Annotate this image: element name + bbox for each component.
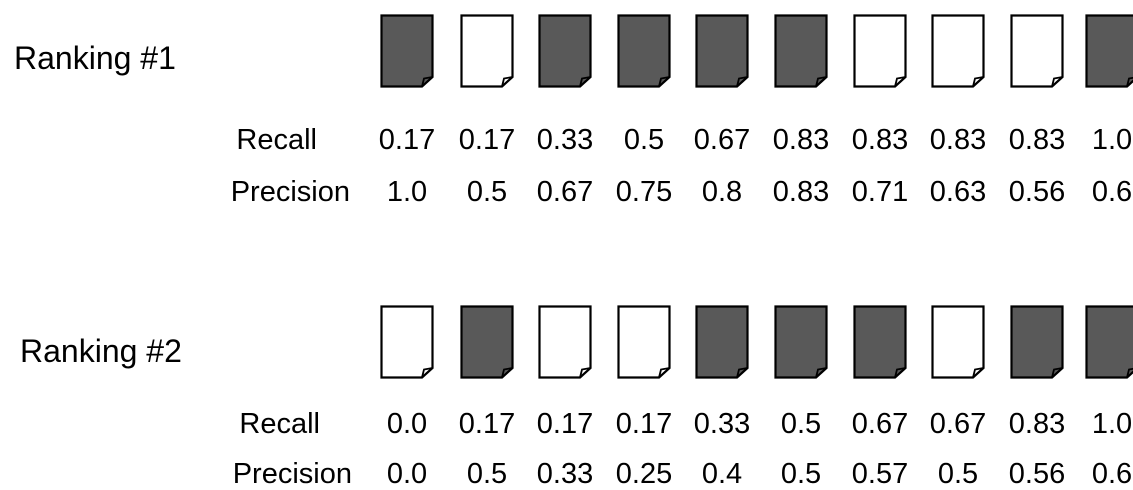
precision-value: 0.57 <box>851 458 909 490</box>
recall-value: 0.17 <box>615 408 673 440</box>
nonrelevant-document-icon <box>853 14 907 88</box>
nonrelevant-document-icon <box>1010 14 1064 88</box>
relevant-document-icon <box>695 305 749 379</box>
recall-value: 0.83 <box>772 124 830 156</box>
nonrelevant-document-icon <box>460 14 514 88</box>
precision-value: 0.33 <box>536 458 594 490</box>
recall-value: 0.83 <box>929 124 987 156</box>
precision-value: 0.63 <box>929 176 987 208</box>
recall-value: 0.5 <box>780 408 822 440</box>
nonrelevant-document-icon <box>380 305 434 379</box>
precision-value: 0.8 <box>701 176 743 208</box>
precision-value: 0.83 <box>772 176 830 208</box>
relevant-document-icon <box>1085 14 1133 88</box>
relevant-document-icon <box>774 305 828 379</box>
precision-value: 0.75 <box>615 176 673 208</box>
recall-value: 0.17 <box>458 408 516 440</box>
nonrelevant-document-icon <box>931 14 985 88</box>
ranking-1-title: Ranking #1 <box>14 40 176 76</box>
recall-value: 1.0 <box>1091 124 1133 156</box>
recall-value: 0.0 <box>386 408 428 440</box>
precision-value: 0.5 <box>937 458 979 490</box>
recall-value: 0.17 <box>536 408 594 440</box>
recall-value: 0.67 <box>929 408 987 440</box>
relevant-document-icon <box>774 14 828 88</box>
precision-value: 0.6 <box>1091 176 1133 208</box>
recall-row-label: Recall <box>236 124 317 156</box>
recall-value: 0.33 <box>693 408 751 440</box>
relevant-document-icon <box>695 14 749 88</box>
recall-value: 0.17 <box>378 124 436 156</box>
relevant-document-icon <box>617 14 671 88</box>
recall-value: 0.67 <box>851 408 909 440</box>
relevant-document-icon <box>1085 305 1133 379</box>
precision-row-label: Precision <box>230 176 350 208</box>
relevant-document-icon <box>538 14 592 88</box>
relevant-document-icon <box>853 305 907 379</box>
precision-value: 0.56 <box>1008 458 1066 490</box>
relevant-document-icon <box>1010 305 1064 379</box>
precision-value: 1.0 <box>386 176 428 208</box>
precision-value: 0.6 <box>1091 458 1133 490</box>
recall-value: 1.0 <box>1091 408 1133 440</box>
recall-value: 0.83 <box>1008 124 1066 156</box>
recall-row-label: Recall <box>239 408 320 440</box>
recall-value: 0.5 <box>623 124 665 156</box>
precision-value: 0.0 <box>386 458 428 490</box>
nonrelevant-document-icon <box>931 305 985 379</box>
nonrelevant-document-icon <box>538 305 592 379</box>
relevant-document-icon <box>460 305 514 379</box>
recall-value: 0.83 <box>1008 408 1066 440</box>
recall-value: 0.83 <box>851 124 909 156</box>
precision-value: 0.71 <box>851 176 909 208</box>
recall-value: 0.67 <box>693 124 751 156</box>
recall-value: 0.33 <box>536 124 594 156</box>
ranking-2-title: Ranking #2 <box>20 333 182 369</box>
precision-value: 0.5 <box>466 176 508 208</box>
precision-value: 0.4 <box>701 458 743 490</box>
nonrelevant-document-icon <box>617 305 671 379</box>
precision-value: 0.56 <box>1008 176 1066 208</box>
precision-value: 0.5 <box>780 458 822 490</box>
precision-value: 0.25 <box>615 458 673 490</box>
recall-value: 0.17 <box>458 124 516 156</box>
precision-value: 0.5 <box>466 458 508 490</box>
precision-row-label: Precision <box>232 458 352 490</box>
relevant-document-icon <box>380 14 434 88</box>
precision-value: 0.67 <box>536 176 594 208</box>
